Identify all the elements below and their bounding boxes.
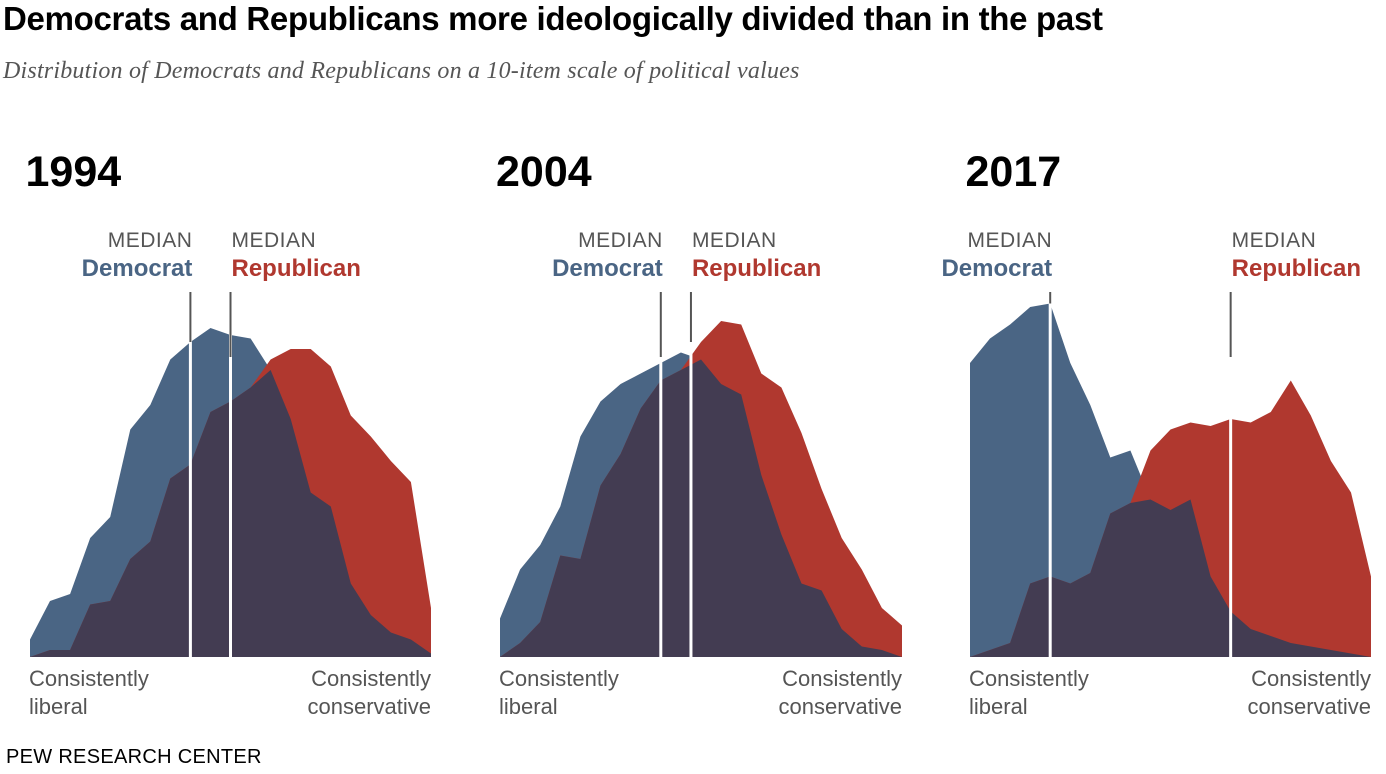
median-democrat-label-1994: Democrat [82,255,193,282]
median-democrat-label-2004: Democrat [552,255,663,282]
axis-right-label-1-2017: Consistently [1251,666,1371,691]
year-label-2004: 2004 [496,148,592,196]
median-democrat-caption-1994: MEDIAN [108,229,193,252]
source-label: PEW RESEARCH CENTER [6,746,262,768]
democrat-area-2017 [970,303,1371,657]
year-label-2017: 2017 [966,148,1062,196]
median-republican-label-1994: Republican [232,255,361,282]
axis-left-label-1-2004: Consistently [499,666,619,691]
axis-right-label-2-2004: conservative [778,694,902,719]
axis-left-label-2-2017: liberal [969,694,1028,719]
median-republican-label-2017: Republican [1232,255,1361,282]
chart-title: Democrats and Republicans more ideologic… [3,0,1103,37]
axis-right-label-2-2017: conservative [1247,694,1371,719]
axis-left-label-1-2017: Consistently [969,666,1089,691]
median-republican-caption-1994: MEDIAN [232,229,317,252]
axis-right-label-1-1994: Consistently [311,666,431,691]
axis-left-label-2-1994: liberal [29,694,88,719]
overlap-area-2017 [970,499,1371,657]
axis-right-label-1-2004: Consistently [782,666,902,691]
axis-left-label-2-2004: liberal [499,694,558,719]
median-republican-caption-2004: MEDIAN [692,229,777,252]
axis-right-label-2-1994: conservative [307,694,431,719]
median-republican-label-2004: Republican [692,255,821,282]
overlap-area-2004 [500,359,902,657]
axis-left-label-1-1994: Consistently [29,666,149,691]
chart-subtitle: Distribution of Democrats and Republican… [3,58,800,84]
year-label-1994: 1994 [26,148,122,196]
median-democrat-caption-2017: MEDIAN [968,229,1053,252]
median-democrat-label-2017: Democrat [941,255,1052,282]
median-democrat-caption-2004: MEDIAN [578,229,663,252]
median-republican-caption-2017: MEDIAN [1232,229,1317,252]
